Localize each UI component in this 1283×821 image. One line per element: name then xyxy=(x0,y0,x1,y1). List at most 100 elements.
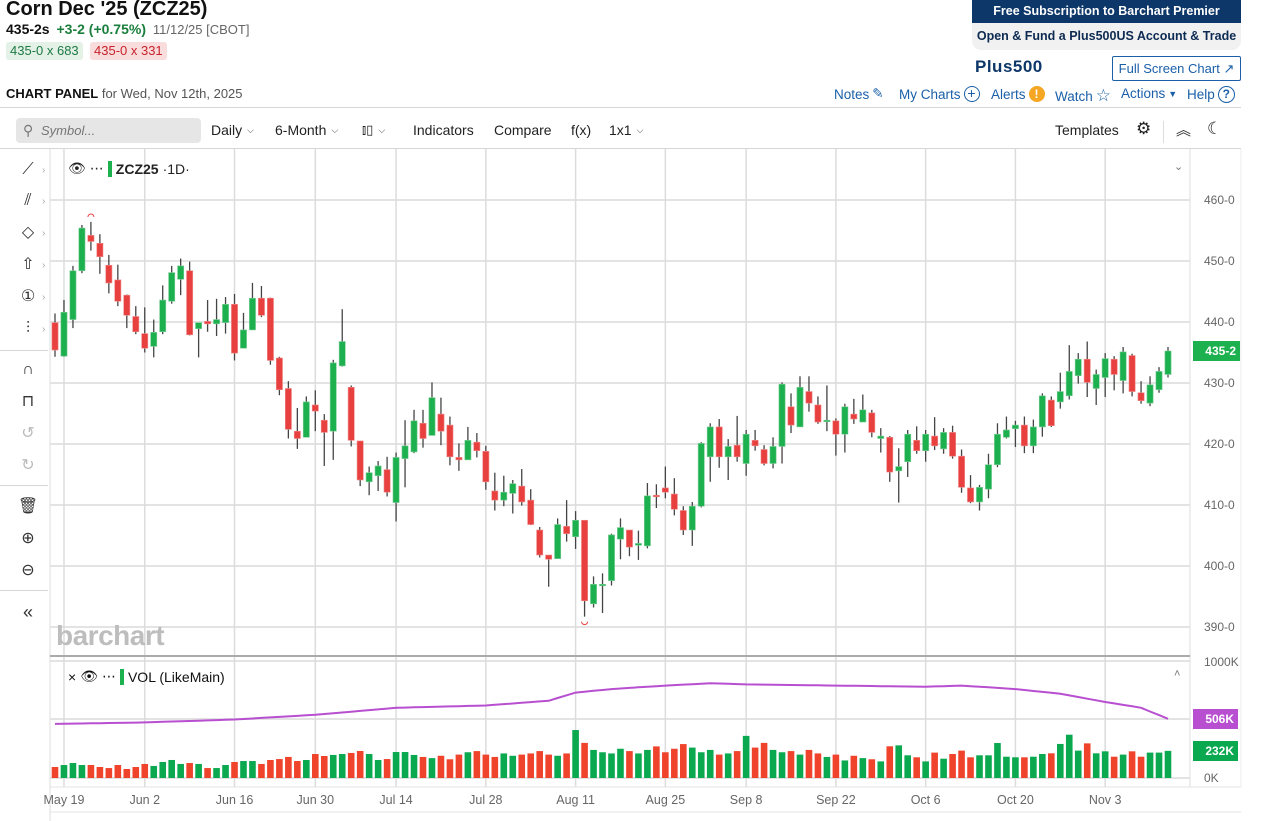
dark-mode-moon-icon[interactable]: ☾ xyxy=(1207,119,1223,138)
volume-bar xyxy=(141,763,149,778)
volume-bar xyxy=(850,755,858,778)
layout-dropdown[interactable]: 1x1 ⌵ xyxy=(609,122,643,138)
magnet-icon[interactable]: ∩ xyxy=(22,361,34,378)
chart-type-dropdown[interactable]: ⫾▯ ⌵ xyxy=(362,122,385,138)
close-icon[interactable]: × xyxy=(68,668,77,685)
symbol-search-input[interactable] xyxy=(16,118,201,143)
volume-bar xyxy=(464,752,472,778)
chevron-right-icon[interactable]: › xyxy=(42,260,46,271)
my-charts-label: My Charts xyxy=(899,86,961,102)
candle-body xyxy=(1137,392,1145,401)
range-dropdown[interactable]: 6-Month ⌵ xyxy=(275,122,338,138)
templates-button[interactable]: Templates xyxy=(1055,122,1119,138)
fx-button[interactable]: f(x) xyxy=(571,122,592,138)
volume-bar xyxy=(186,763,193,778)
volume-ma-tag: 506K xyxy=(1193,709,1238,729)
volume-bar xyxy=(563,753,570,778)
shapes-tool-icon[interactable]: ◇ xyxy=(21,224,35,241)
zoom-out-icon[interactable]: ⊖ xyxy=(21,562,35,579)
undo-icon[interactable]: ↺ xyxy=(21,425,35,442)
annotation-number-icon[interactable]: ① xyxy=(20,288,36,305)
collapse-sidebar-icon[interactable]: « xyxy=(22,602,33,622)
collapse-chevrons-up-icon[interactable]: ︽ xyxy=(1176,122,1192,139)
candle-body xyxy=(240,329,247,349)
volume-bar xyxy=(841,760,849,778)
volume-bar xyxy=(114,765,122,778)
volume-bar xyxy=(617,748,624,778)
indicators-button[interactable]: Indicators xyxy=(413,122,474,138)
chevron-right-icon[interactable]: › xyxy=(42,324,46,335)
pane-collapse-chevron-icon[interactable]: ⌄ xyxy=(1174,161,1184,173)
candle-body xyxy=(338,341,346,367)
chevron-right-icon[interactable]: › xyxy=(42,292,46,303)
plus500-promo-button[interactable]: Open & Fund a Plus500US Account & Trade xyxy=(972,23,1241,50)
volume-bar xyxy=(347,752,355,778)
my-charts-link[interactable]: My Charts + xyxy=(899,86,980,102)
candle-body xyxy=(850,413,858,420)
help-link[interactable]: Help? xyxy=(1187,86,1235,103)
more-options-icon[interactable]: ⋯ xyxy=(89,160,104,176)
volume-bar xyxy=(823,756,831,778)
settings-gear-icon[interactable]: ⚙ xyxy=(1136,119,1152,138)
candle-body xyxy=(222,304,229,323)
chevron-right-icon[interactable]: › xyxy=(42,165,46,176)
candle-body xyxy=(150,332,158,347)
candle-body xyxy=(87,235,95,242)
chart-panel-date: for Wed, Nov 12th, 2025 xyxy=(101,86,243,101)
premier-promo-button[interactable]: Free Subscription to Barchart Premier xyxy=(972,0,1241,23)
volume-bar xyxy=(491,756,499,778)
volume-bar xyxy=(132,767,140,778)
candle-body xyxy=(204,321,211,325)
watch-link[interactable]: Watch ☆ xyxy=(1055,86,1111,106)
chevron-right-icon[interactable]: › xyxy=(42,196,46,207)
volume-bar xyxy=(1074,750,1082,778)
chevron-down-icon: ⌵ xyxy=(247,124,254,135)
candle-body xyxy=(141,333,149,349)
chart-panel-label: CHART PANEL xyxy=(6,86,99,101)
plus500-logo[interactable]: Plus500 xyxy=(975,57,1043,76)
fibonacci-tool-icon[interactable]: ⫽ xyxy=(24,192,32,209)
full-screen-chart-button[interactable]: Full Screen Chart ↗ xyxy=(1112,56,1241,81)
volume-bar xyxy=(697,752,705,778)
volume-bar xyxy=(383,759,391,778)
candle-body xyxy=(383,469,391,493)
actions-menu[interactable]: Actions ▼ xyxy=(1121,86,1177,101)
candle-body xyxy=(159,299,167,333)
candle-body xyxy=(913,440,921,452)
volume-bar xyxy=(1048,753,1055,778)
volume-bar xyxy=(249,761,256,778)
eye-icon[interactable]: 👁 xyxy=(80,668,98,684)
trash-icon[interactable]: 🗑 xyxy=(17,498,39,515)
redo-icon[interactable]: ↻ xyxy=(21,457,35,474)
measure-tool-icon[interactable]: ⫶ xyxy=(25,320,30,337)
volume-bar xyxy=(329,754,337,778)
trendline-tool-icon[interactable]: ⟋ xyxy=(22,161,34,178)
interval-dropdown[interactable]: Daily ⌵ xyxy=(211,122,254,138)
price-tick-label: 410-0 xyxy=(1204,498,1235,512)
candle-body xyxy=(877,435,885,439)
zoom-in-icon[interactable]: ⊕ xyxy=(21,530,35,547)
candle-body xyxy=(1101,358,1109,378)
arrow-tool-icon[interactable]: ⇧ xyxy=(21,256,35,273)
layout-value: 1x1 xyxy=(609,122,632,138)
candle-body xyxy=(958,455,965,488)
compare-button[interactable]: Compare xyxy=(494,122,552,138)
price-tick-label: 450-0 xyxy=(1204,254,1235,268)
volume-bar xyxy=(1164,750,1172,778)
alerts-link[interactable]: Alerts! xyxy=(991,86,1045,102)
candle-body xyxy=(419,422,427,439)
volume-bar xyxy=(356,750,364,778)
notes-link[interactable]: Notes ✎ xyxy=(834,86,884,102)
eye-icon[interactable]: 👁 xyxy=(68,160,86,176)
volume-bar xyxy=(1030,756,1037,778)
candle-body xyxy=(805,391,813,404)
pane-expand-chevron-icon[interactable]: ˄ xyxy=(1174,668,1181,680)
volume-bar xyxy=(240,761,247,778)
chevron-right-icon[interactable]: › xyxy=(42,228,46,239)
more-options-icon[interactable]: ⋯ xyxy=(101,668,116,684)
price-tick-label: 390-0 xyxy=(1204,620,1235,634)
date-tick-label: Oct 20 xyxy=(997,793,1034,807)
candle-body xyxy=(563,526,571,534)
unlock-icon[interactable]: ⊓ xyxy=(21,393,35,410)
